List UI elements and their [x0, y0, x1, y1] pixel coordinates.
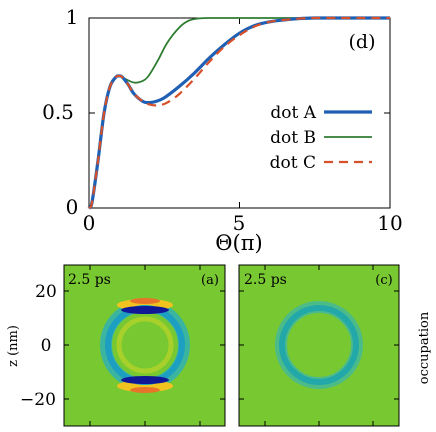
series-line-dot-c — [88, 16, 390, 209]
y-tick-label-0.5: 0.5 — [42, 100, 74, 124]
x-tick-label-10: 10 — [377, 211, 402, 235]
heatmap-panel-a: 2.5 ps (a) 20 0 −20 z (nm) — [6, 264, 226, 427]
heatmap-background-a — [64, 265, 225, 426]
colorbar-label: occupation — [417, 311, 432, 384]
tick-marks-c — [239, 265, 399, 426]
legend-label-dot-c: dot C — [270, 153, 316, 173]
z-axis-label: z (nm) — [6, 325, 21, 367]
tick-marks-a — [64, 265, 225, 426]
panel-label-c: (c) — [375, 273, 392, 288]
y-tick-label-0: 0 — [66, 195, 79, 219]
ring-a-bottom-red — [130, 387, 160, 393]
time-annotation-a: 2.5 ps — [68, 272, 111, 288]
time-annotation-c: 2.5 ps — [244, 272, 287, 288]
ring-a-top-red — [130, 298, 160, 304]
legend-label-dot-a: dot A — [270, 103, 316, 123]
heatmap-panel-c: 2.5 ps (c) — [238, 264, 400, 427]
panel-label-a: (a) — [201, 273, 219, 288]
heatmap-background-c — [239, 265, 399, 426]
y-tick-label-1: 1 — [66, 5, 79, 29]
x-tick-label-5: 5 — [233, 211, 246, 235]
z-tick-label-0: 0 — [41, 336, 52, 356]
x-axis-label: Θ(π) — [215, 231, 262, 255]
z-tick-label-20: 20 — [35, 282, 57, 302]
z-tick-label-minus20: −20 — [20, 390, 56, 410]
ring-c-core — [279, 305, 359, 385]
panel-label-d: (d) — [349, 31, 376, 53]
ring-a-inner — [116, 316, 174, 374]
series-lines — [87, 16, 390, 210]
ring-a-bottom-dark — [121, 376, 169, 384]
line-chart-panel: 1 0.5 0 0 5 10 Θ(π) (d) dot A dot B dot C — [42, 5, 403, 255]
x-tick-label-0: 0 — [83, 211, 96, 235]
legend-label-dot-b: dot B — [270, 128, 316, 148]
legend: dot A dot B dot C — [270, 103, 372, 173]
ring-a-top-dark — [121, 306, 169, 314]
